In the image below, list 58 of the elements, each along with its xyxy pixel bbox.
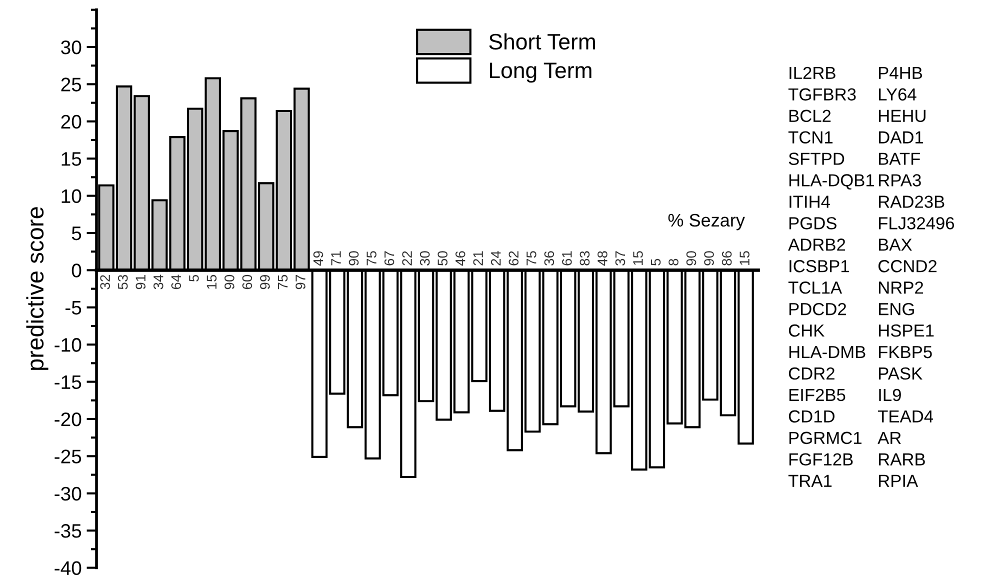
y-tick-label: 0 — [72, 264, 82, 278]
y-tick-label: -15 — [54, 375, 82, 390]
x-tick-label: 21 — [473, 251, 483, 266]
x-tick-label: 71 — [331, 251, 341, 266]
x-tick-label: 50 — [438, 251, 448, 266]
x-tick-label: 60 — [242, 274, 252, 290]
y-tick-label: 15 — [62, 152, 82, 166]
x-tick-label: 30 — [420, 251, 430, 266]
x-tick-label: 24 — [490, 250, 501, 266]
y-tick-label: 25 — [61, 78, 82, 92]
x-tick-label: 46 — [455, 251, 466, 266]
x-tick-label: 90 — [348, 251, 359, 266]
y-tick-label: 30 — [61, 40, 82, 54]
text: P4HB LY64 HEHU DAD1 BATF RPA3 RAD23B FLJ32496 BAX CCND2 NRP2 ENG HSPE1 FKBP5 PASK IL9 TEAD4 AR RARB RPIA — [878, 66, 954, 487]
x-tick-label: 15 — [740, 251, 750, 265]
x-tick-label: 15 — [633, 251, 643, 265]
y-tick-label: -10 — [54, 338, 82, 352]
x-tick-label: 91 — [136, 275, 146, 290]
y-tick-label: 20 — [61, 114, 82, 129]
x-tick-label: 75 — [278, 274, 288, 290]
y-tick-label: -5 — [66, 301, 82, 315]
x-tick-label: 5 — [650, 258, 661, 266]
x-tick-label: 53 — [118, 274, 128, 290]
y-tick-label: -40 — [54, 561, 82, 576]
x-tick-label: 49 — [313, 251, 324, 266]
y-tick-label: 5 — [72, 226, 82, 240]
x-tick-label: 86 — [722, 251, 732, 266]
x-tick-label: 8 — [668, 258, 678, 266]
x-tick-label: 67 — [384, 251, 394, 266]
x-tick-label: 32 — [100, 275, 110, 290]
y-tick-label: 10 — [62, 189, 82, 204]
x-tick-label: 61 — [562, 251, 572, 266]
legend-label: Short Term — [489, 33, 595, 50]
y-tick-label: -20 — [54, 412, 82, 426]
x-tick-label: 37 — [615, 251, 626, 266]
x-tick-label: 36 — [544, 251, 554, 266]
x-tick-label: 15 — [206, 274, 217, 289]
x-tick-label: 34 — [153, 274, 164, 290]
x-tick-label: 97 — [296, 275, 306, 290]
x-tick-label: 22 — [402, 251, 412, 266]
x-tick-label: 64 — [171, 274, 182, 290]
x-tick-label: 48 — [598, 251, 608, 266]
legend-label: Long Term — [490, 62, 592, 83]
text: IL2RB TGFBR3 BCL2 TCN1 SFTPD HLA-DQB1 ITIH4 PGDS ADRB2 ICSBP1 TCL1A PDCD2 CHK HLA-DMB CDR2 EIF2B5 CD1D PGRMC1 FGF12B TRA1 — [788, 66, 874, 487]
x-tick-label: 99 — [260, 275, 270, 290]
annotation: % Sezary — [668, 214, 745, 230]
y-tick-label: -35 — [54, 524, 82, 538]
x-tick-label: 90 — [686, 251, 696, 266]
x-tick-label: 62 — [508, 251, 519, 266]
x-tick-label: 75 — [526, 251, 536, 266]
x-tick-label: 90 — [224, 274, 234, 290]
x-tick-label: 83 — [580, 251, 590, 266]
y-tick-label: -25 — [54, 450, 82, 464]
y-axis-title: predictive score — [26, 207, 48, 370]
x-tick-label: 90 — [704, 251, 714, 266]
x-tick-label: 75 — [366, 251, 376, 266]
x-tick-label: 5 — [189, 274, 199, 282]
y-tick-label: -30 — [54, 486, 82, 501]
